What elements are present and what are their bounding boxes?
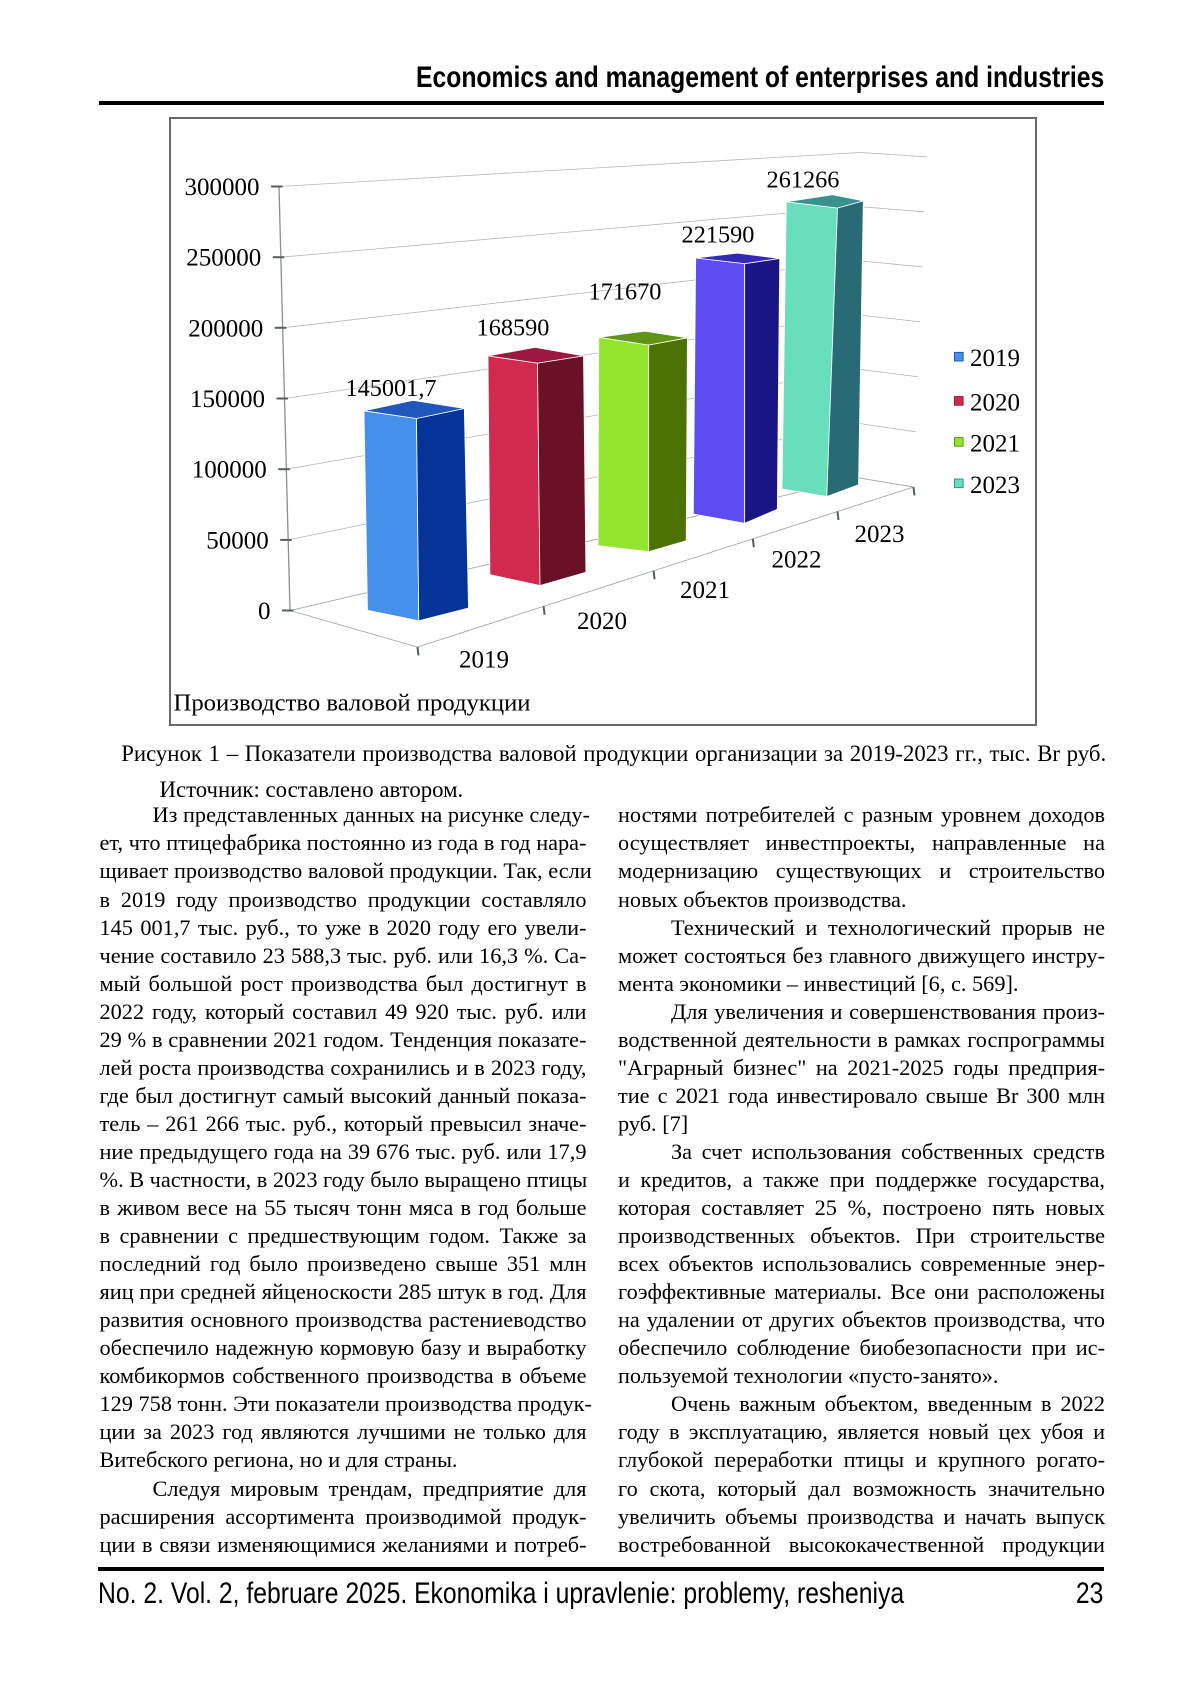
svg-text:100000: 100000	[192, 456, 267, 483]
svg-text:145001,7: 145001,7	[345, 375, 436, 402]
svg-text:50000: 50000	[206, 527, 269, 554]
svg-text:168590: 168590	[477, 314, 550, 341]
svg-text:2021: 2021	[680, 577, 730, 604]
svg-text:300000: 300000	[185, 174, 260, 201]
svg-text:2021: 2021	[970, 430, 1020, 457]
svg-text:2020: 2020	[577, 608, 627, 635]
svg-text:Производство валовой продукции: Производство валовой продукции	[174, 689, 531, 716]
svg-text:171670: 171670	[589, 278, 662, 305]
svg-text:250000: 250000	[186, 244, 261, 271]
svg-text:2022: 2022	[772, 546, 822, 573]
svg-text:2019: 2019	[459, 646, 509, 673]
svg-text:261266: 261266	[767, 166, 840, 193]
svg-text:2023: 2023	[970, 471, 1020, 498]
svg-text:2019: 2019	[970, 345, 1020, 372]
svg-text:221590: 221590	[682, 221, 755, 248]
svg-text:2020: 2020	[970, 389, 1020, 416]
svg-text:200000: 200000	[188, 315, 263, 342]
svg-text:150000: 150000	[190, 386, 265, 413]
svg-text:2023: 2023	[855, 521, 905, 548]
svg-text:0: 0	[258, 598, 271, 625]
